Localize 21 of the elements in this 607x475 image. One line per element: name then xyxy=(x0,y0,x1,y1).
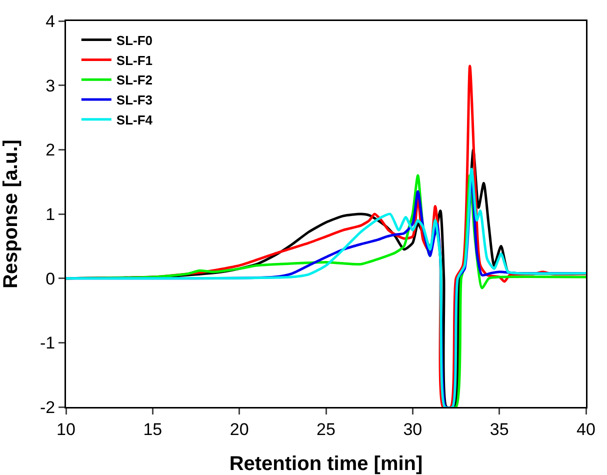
x-tick-label: 10 xyxy=(56,420,76,439)
y-tick-label: -2 xyxy=(40,398,56,417)
x-tick-label: 15 xyxy=(143,420,162,439)
legend-label: SL-F4 xyxy=(116,112,154,128)
x-tick-label: 40 xyxy=(576,420,596,439)
legend-label: SL-F1 xyxy=(116,52,153,68)
y-tick-label: 3 xyxy=(46,76,56,96)
y-tick-label: 2 xyxy=(46,140,56,160)
x-tick-label: 30 xyxy=(403,420,422,439)
x-tick-label: 25 xyxy=(316,420,336,439)
x-tick-label: 20 xyxy=(230,420,249,439)
x-tick-label: 35 xyxy=(490,420,509,439)
x-axis-title: Retention time [min] xyxy=(229,453,423,475)
legend-label: SL-F2 xyxy=(116,72,153,88)
y-axis-title: Response [a.u.] xyxy=(0,140,22,288)
y-tick-label: 4 xyxy=(46,12,56,31)
y-tick-label: 0 xyxy=(46,269,56,288)
legend-label: SL-F3 xyxy=(116,92,153,108)
y-tick-label: -1 xyxy=(40,334,56,353)
legend-label: SL-F0 xyxy=(116,32,153,48)
y-tick-label: 1 xyxy=(46,204,56,224)
